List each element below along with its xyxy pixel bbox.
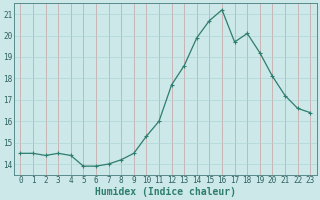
X-axis label: Humidex (Indice chaleur): Humidex (Indice chaleur)	[95, 186, 236, 197]
